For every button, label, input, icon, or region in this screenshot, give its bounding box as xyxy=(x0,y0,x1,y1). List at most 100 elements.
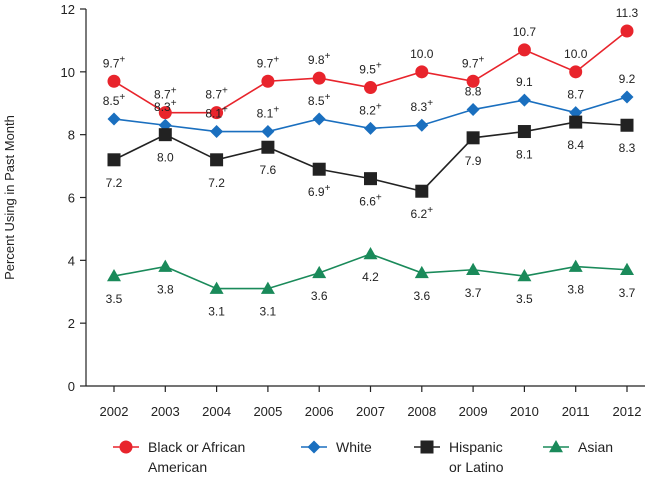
legend-label-hispanic: Hispanic xyxy=(449,439,503,455)
series-asian xyxy=(107,247,634,294)
legend-label-black: Black or African xyxy=(148,439,245,455)
x-tick-label: 2005 xyxy=(253,404,282,419)
x-tick-label: 2003 xyxy=(151,404,180,419)
legend-marker-hispanic xyxy=(420,440,434,454)
data-point-hispanic xyxy=(312,162,326,176)
data-point-white xyxy=(312,112,326,126)
data-label-white: 9.1 xyxy=(516,75,533,89)
data-point-white xyxy=(107,112,121,126)
data-label-white: 8.5+ xyxy=(103,92,126,108)
data-point-hispanic xyxy=(210,153,224,167)
data-label-hispanic: 6.6+ xyxy=(359,193,382,209)
data-label-black: 9.7+ xyxy=(103,54,126,70)
data-label-white: 8.7 xyxy=(567,88,584,102)
series-layer xyxy=(107,24,634,294)
data-point-white xyxy=(415,118,429,132)
data-label-hispanic: 8.0 xyxy=(157,151,174,165)
data-label-asian: 3.5 xyxy=(516,292,533,306)
x-tick-label: 2007 xyxy=(356,404,385,419)
data-label-asian: 3.1 xyxy=(208,305,225,319)
axes: 0 2 4 6 8 10 12 2002 2003 2004 2005 2006 2007 2008 200… xyxy=(61,2,645,419)
data-point-hispanic xyxy=(569,115,583,129)
data-label-asian: 3.6 xyxy=(413,289,430,303)
data-label-hispanic: 6.9+ xyxy=(308,183,331,199)
data-label-asian: 3.1 xyxy=(260,305,277,319)
data-label-white: 8.1+ xyxy=(257,105,280,121)
data-point-hispanic xyxy=(158,128,172,142)
data-label-asian: 3.8 xyxy=(567,283,584,297)
data-point-white xyxy=(517,93,531,107)
data-label-hispanic: 8.1 xyxy=(516,148,533,162)
series-black xyxy=(107,24,634,120)
data-label-white: 8.8 xyxy=(465,85,482,99)
data-point-white xyxy=(210,125,224,139)
data-point-black xyxy=(312,71,326,85)
data-label-white: 8.3+ xyxy=(411,98,434,114)
data-point-black xyxy=(466,74,480,88)
data-point-hispanic xyxy=(466,131,480,145)
data-point-hispanic xyxy=(107,153,121,167)
data-label-hispanic: 8.3 xyxy=(619,141,636,155)
x-tick-label: 2011 xyxy=(562,404,590,419)
data-label-hispanic: 7.6 xyxy=(260,163,277,177)
data-point-hispanic xyxy=(261,140,275,154)
y-tick-label: 12 xyxy=(61,2,75,17)
legend-marker-white xyxy=(307,440,321,454)
data-point-black xyxy=(517,43,531,57)
legend-item-asian: Asian xyxy=(543,439,613,455)
legend-label-hispanic: or Latino xyxy=(449,459,504,475)
data-label-white: 8.2+ xyxy=(359,101,382,117)
data-label-asian: 3.8 xyxy=(157,283,174,297)
x-tick-label: 2009 xyxy=(459,404,488,419)
data-label-white: 8.1+ xyxy=(205,105,228,121)
data-label-black: 8.7+ xyxy=(154,86,177,102)
data-label-hispanic: 7.2 xyxy=(208,176,225,190)
data-label-asian: 4.2 xyxy=(362,270,379,284)
data-label-hispanic: 7.2 xyxy=(106,176,123,190)
data-point-asian xyxy=(414,265,429,279)
x-tick-label: 2012 xyxy=(613,404,642,419)
data-point-asian xyxy=(568,259,583,272)
data-point-white xyxy=(364,121,377,135)
legend-label-asian: Asian xyxy=(578,439,613,455)
data-labels-layer: 9.7+ 8.7+ 8.7+ 9.7+ 9.8+ 9.5+ 10.0 9.7+ 10.7 10.0… xyxy=(103,6,639,319)
y-tick-label: 0 xyxy=(68,379,75,394)
data-point-black xyxy=(158,106,172,120)
data-label-hispanic: 8.4 xyxy=(567,138,584,152)
data-point-asian xyxy=(620,262,634,276)
x-tick-label: 2010 xyxy=(510,404,539,419)
x-tick-label: 2002 xyxy=(100,404,129,419)
data-label-white: 9.2 xyxy=(619,72,636,86)
data-point-asian xyxy=(466,262,481,276)
data-point-black xyxy=(364,81,377,95)
y-tick-label: 2 xyxy=(68,316,75,331)
y-axis-title: Percent Using in Past Month xyxy=(2,115,17,280)
data-label-asian: 3.5 xyxy=(106,292,123,306)
data-point-hispanic xyxy=(620,118,634,132)
data-point-hispanic xyxy=(364,172,377,186)
data-point-black xyxy=(569,65,583,79)
legend-item-white: White xyxy=(301,439,372,455)
data-point-asian xyxy=(363,247,378,260)
data-label-white: 8.5+ xyxy=(308,92,331,108)
data-point-hispanic xyxy=(517,125,531,139)
data-point-asian xyxy=(517,269,532,282)
data-point-asian xyxy=(312,265,327,279)
data-point-hispanic xyxy=(415,184,429,198)
data-label-hispanic: 6.2+ xyxy=(411,205,434,221)
data-label-white: 8.3+ xyxy=(154,98,177,114)
data-label-black: 9.5+ xyxy=(359,61,382,77)
legend-label-black: American xyxy=(148,459,207,475)
data-label-black: 10.0 xyxy=(564,47,588,61)
legend: Black or African American White Hispanic or … xyxy=(113,439,613,475)
data-point-asian xyxy=(209,281,224,294)
data-label-black: 9.7+ xyxy=(257,54,280,70)
data-label-black: 11.3 xyxy=(616,6,639,20)
data-point-white xyxy=(261,125,275,139)
x-tick-label: 2004 xyxy=(202,404,231,419)
legend-marker-asian xyxy=(549,440,563,453)
data-label-black: 9.8+ xyxy=(308,51,331,67)
data-point-black xyxy=(620,24,634,38)
data-point-white xyxy=(466,103,480,117)
